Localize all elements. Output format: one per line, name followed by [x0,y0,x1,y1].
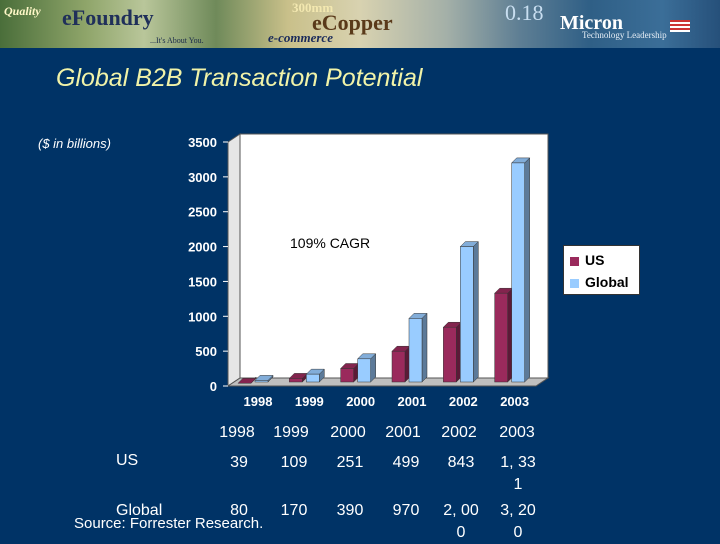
legend-swatch-us [570,256,579,266]
x-tick-label: 2003 [500,394,529,409]
table-cell-us-1998: 39 [230,454,248,471]
y-tick-label: 2500 [188,205,217,220]
banner-logo-brand: eFoundry [62,5,154,30]
bar-global-2000 [357,353,377,383]
table-row-label-global: Global [116,502,163,519]
banner-tagline: ...It's About You. [150,36,204,45]
y-tick-label: 1500 [188,274,217,289]
source-note: Source: Forrester Research. [74,515,264,532]
banner-right-top: 0.18 [505,0,544,25]
flag-icon [670,20,690,32]
table-cell-global-2003: 3, 20 0 [500,502,536,541]
y-tick-label: 3500 [188,135,217,150]
bar-us-2001 [391,345,411,383]
legend-label-global: Global [585,274,629,290]
y-tick-label: 0 [210,379,217,394]
table-header-2003: 2003 [499,424,535,441]
table-header-2002: 2002 [441,424,477,441]
banner-logo-left: Quality [4,4,41,18]
x-tick-label: 2000 [346,394,375,409]
bar-us-2002 [442,321,462,383]
table-cell-global-2002: 2, 00 0 [443,502,479,541]
bar-global-1998 [254,374,274,383]
y-tick-label: 500 [195,344,217,359]
y-tick-label: 3000 [188,170,217,185]
table-cell-us-2000: 251 [336,454,364,471]
table-cell-global-1999: 170 [280,502,308,519]
y-tick-label: 1000 [188,309,217,324]
bar-us-2000 [340,362,360,383]
bar-global-2002 [459,240,479,383]
units-note: ($ in billions) [38,136,111,151]
banner-right-sub: Technology Leadership [582,30,667,40]
x-axis-ticks: 1998 1999 2000 2001 2002 2003 [244,394,530,409]
bar-global-1999 [305,368,325,383]
table-header-2000: 2000 [330,424,366,441]
bar-us-2003 [494,287,514,383]
table-cell-us-1999: 109 [280,454,308,471]
y-axis-ticks: 0 500 1000 1500 2000 2500 3000 3500 [188,135,228,394]
chart-side-wall [227,133,241,387]
x-tick-label: 1999 [295,394,324,409]
x-tick-label: 1998 [244,394,273,409]
chart-legend: US Global [563,245,640,295]
x-tick-label: 2002 [449,394,478,409]
legend-item-us: US [570,252,604,268]
legend-item-global: Global [570,274,629,290]
table-cell-us-2003: 1, 33 1 [500,454,536,493]
page-title: Global B2B Transaction Potential [56,64,423,92]
cagr-label: 109% CAGR [290,235,370,251]
table-cell-us-2001: 499 [392,454,420,471]
table-cell-global-1998: 80 [230,502,248,519]
legend-label-us: US [585,252,605,268]
banner-center-top: 300mm [292,0,334,15]
header-banner: Quality eFoundry ...It's About You. 300m… [0,0,720,48]
x-tick-label: 2001 [398,394,427,409]
banner-center-sub: e-commerce [268,30,333,45]
table-cell-us-2002: 843 [447,454,475,471]
table-row-label-us: US [116,452,139,469]
cagr-arrow [291,168,492,341]
legend-swatch-global [570,278,579,288]
bar-global-2001 [408,312,428,383]
chart-bars [237,157,531,384]
banner-center-word: eCopper [312,10,393,35]
table-header-2001: 2001 [385,424,421,441]
table-header-1999: 1999 [273,424,309,441]
bar-us-1998 [237,376,257,384]
table-header-1998: 1998 [219,424,255,441]
table-cell-global-2001: 970 [392,502,420,519]
bar-global-2003 [511,157,531,383]
banner-right-brand: Micron [560,12,623,34]
y-tick-label: 2000 [188,240,217,255]
table-cell-global-2000: 390 [336,502,364,519]
